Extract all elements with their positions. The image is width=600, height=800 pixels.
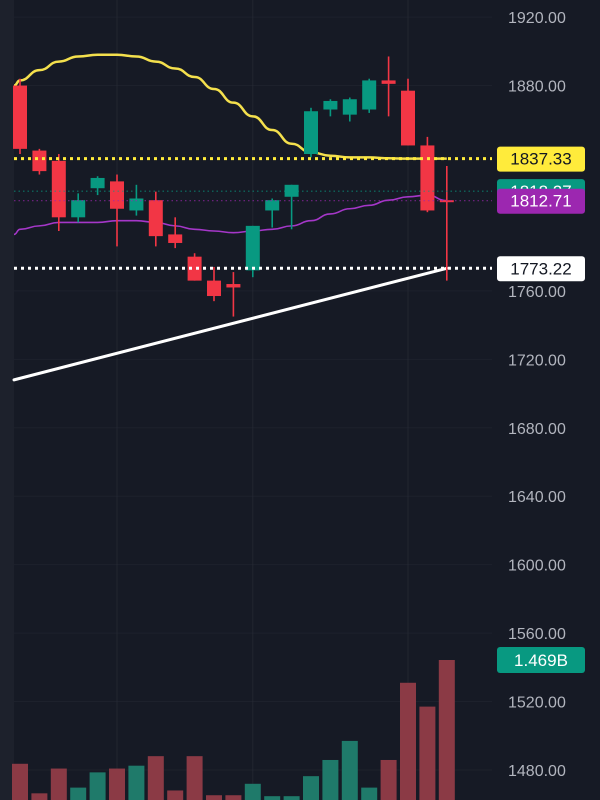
y-tick-label: 1880.00 [508, 79, 566, 96]
volume-bar [109, 768, 125, 800]
volume-bar [186, 756, 203, 800]
candle [148, 191, 163, 247]
candle [265, 198, 280, 228]
price-badge: 1837.33 [497, 146, 585, 172]
y-tick-label: 1920.00 [508, 10, 566, 27]
candle [284, 184, 299, 230]
y-tick-label: 1760.00 [508, 284, 566, 301]
left-edge-panel [0, 0, 14, 800]
y-tick-label: 1720.00 [508, 352, 566, 369]
y-tick-label: 1480.00 [508, 763, 566, 780]
candle [13, 78, 27, 154]
candle-body [265, 200, 280, 211]
candle [168, 217, 183, 249]
candle-body [323, 100, 338, 110]
candle-body [381, 80, 396, 84]
y-tick-label: 1680.00 [508, 421, 566, 438]
volume-bar [244, 783, 261, 800]
trendline [12, 266, 449, 382]
candle [51, 154, 66, 231]
candle [207, 266, 221, 302]
candle-body [168, 234, 183, 243]
y-tick-label: 1520.00 [508, 695, 566, 712]
candle-body [304, 111, 318, 154]
candle-body [362, 80, 377, 110]
price-badge: 1812.71 [497, 188, 585, 214]
volume-bar [322, 759, 339, 800]
candle-body [187, 256, 202, 281]
volume-bar [89, 772, 106, 800]
candle-body [110, 181, 124, 209]
volume-bar [283, 796, 300, 800]
price-badge-label: 1812.71 [510, 192, 571, 211]
candle-body [342, 99, 357, 115]
volume-bar [303, 776, 319, 800]
volume-badge-label: 1.469B [514, 651, 568, 670]
volume-bar [438, 660, 455, 800]
volume-bar [31, 793, 48, 800]
volume-badge: 1.469B [497, 647, 585, 673]
ma-purple-line [13, 194, 447, 236]
volume-bar [206, 795, 222, 800]
trendline-support [12, 266, 449, 382]
volume-bar [419, 706, 436, 800]
candle-body [32, 150, 47, 172]
y-tick-label: 1560.00 [508, 626, 566, 643]
volume-bar [380, 759, 397, 800]
price-badge-bg [497, 146, 585, 172]
candle [323, 99, 338, 117]
volume-bar [147, 756, 164, 800]
volume-bar [361, 787, 378, 800]
candle [401, 78, 415, 146]
price-badge: 1773.22 [497, 256, 585, 282]
price-axis[interactable]: 1920.00 1880.00 1760.00 1720.00 1680.00 1640.… [508, 10, 566, 780]
candle [110, 174, 124, 247]
price-badge-bg [497, 256, 585, 282]
y-tick-label: 1600.00 [508, 558, 566, 575]
volume-bars [12, 660, 455, 800]
candle [342, 97, 357, 122]
candle-body [226, 284, 241, 288]
candle-body [13, 85, 27, 149]
volume-bar [225, 795, 242, 800]
volume-bar [167, 790, 184, 800]
volume-bar [12, 763, 28, 800]
candlesticks [13, 56, 454, 317]
candle [381, 56, 396, 117]
candle [187, 253, 202, 281]
candle [71, 193, 86, 223]
candle-body [71, 200, 86, 218]
volume-badge-bg [497, 647, 585, 673]
y-tick-label: 1640.00 [508, 489, 566, 506]
candle [304, 107, 318, 158]
candle-body [129, 198, 144, 211]
candle-body [148, 200, 163, 237]
price-lines [14, 157, 492, 270]
candle [362, 78, 377, 113]
price-badge-label: 1837.33 [510, 150, 571, 169]
candle-body [207, 280, 221, 297]
candle-body [51, 160, 66, 218]
candle-body [90, 177, 105, 189]
candle-body [245, 225, 260, 271]
candle [90, 176, 105, 196]
candle [32, 148, 47, 175]
price-badge-label: 1773.22 [510, 259, 571, 278]
price-badge-bg [497, 188, 585, 214]
volume-bar [341, 740, 358, 800]
candle [420, 136, 435, 213]
volume-bar [50, 768, 67, 800]
candle [226, 272, 241, 317]
volume-bar [264, 796, 281, 800]
volume-bar [400, 682, 416, 800]
candle-body [284, 184, 299, 197]
candle-body [420, 145, 435, 211]
volume-bar [128, 765, 145, 800]
candle-body [401, 90, 415, 146]
volume-bar [70, 787, 87, 800]
